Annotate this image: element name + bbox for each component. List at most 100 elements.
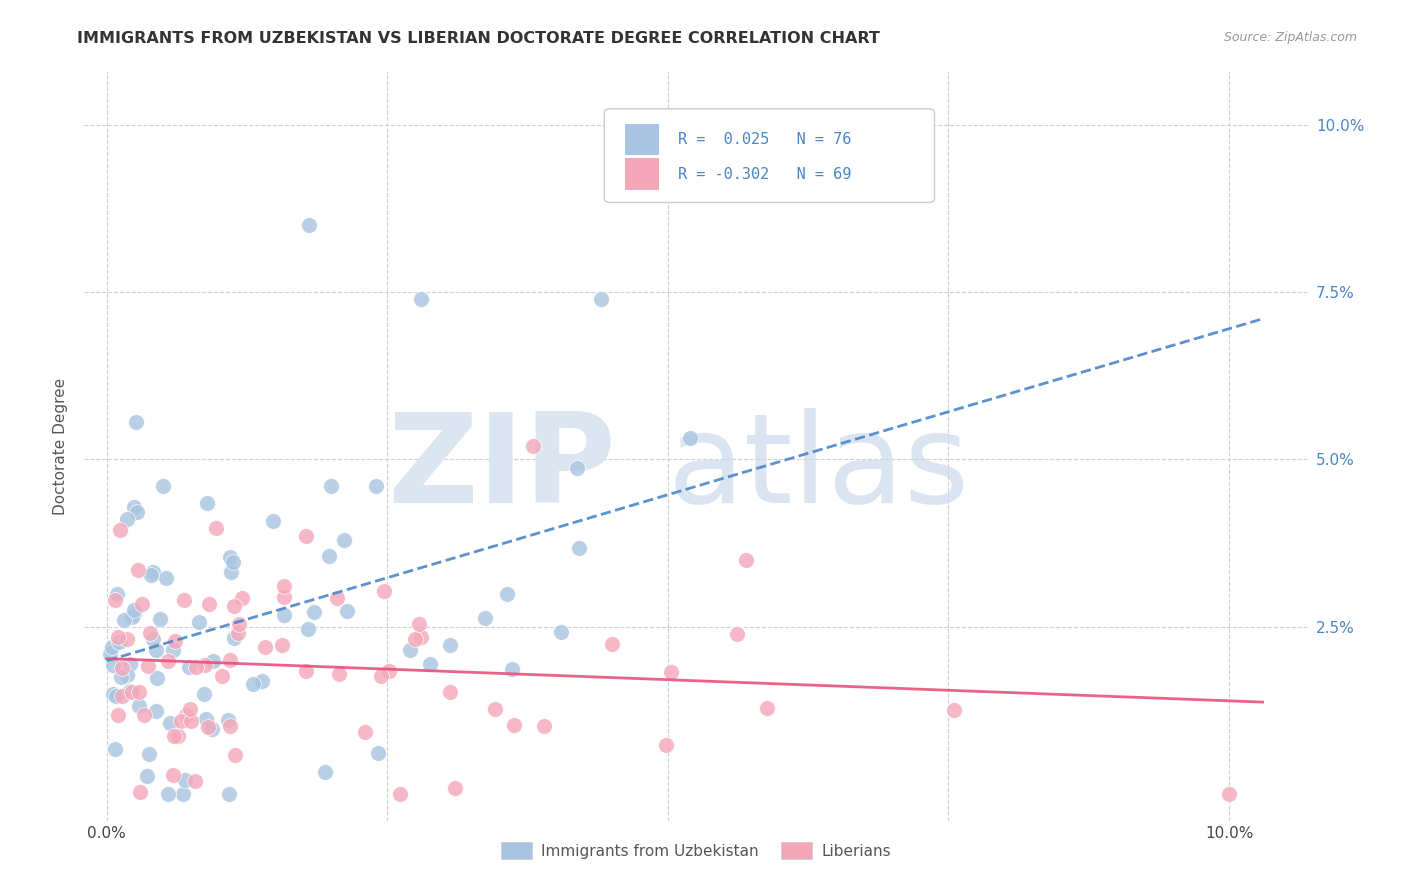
Point (104, 689, 127, 703)
Point (194, 657, 217, 672)
Point (756, 700, 779, 714)
Point (218, 549, 240, 564)
Point (389, 787, 412, 801)
Point (131, 597, 153, 611)
Point (262, 514, 284, 528)
Point (98, 648, 121, 662)
Point (118, 684, 141, 698)
Point (197, 719, 219, 733)
Point (129, 785, 152, 799)
Point (589, 292, 612, 306)
Point (142, 632, 165, 646)
Point (108, 523, 131, 537)
Point (501, 662, 523, 676)
Point (439, 638, 461, 652)
Point (115, 667, 138, 681)
Point (377, 664, 399, 678)
Point (174, 773, 197, 788)
Point (145, 643, 167, 657)
Point (107, 630, 129, 644)
Point (122, 607, 145, 622)
Point (139, 625, 162, 640)
Point (242, 677, 264, 691)
FancyBboxPatch shape (626, 158, 659, 190)
Point (138, 658, 160, 673)
Point (195, 496, 218, 510)
Point (128, 699, 150, 714)
Point (321, 479, 343, 493)
Point (121, 685, 143, 699)
Point (146, 671, 169, 685)
Point (567, 460, 589, 475)
Point (1218, 787, 1240, 801)
Point (117, 512, 139, 526)
Point (273, 579, 295, 593)
Text: R = -0.302   N = 69: R = -0.302 N = 69 (678, 167, 851, 181)
Point (170, 714, 193, 728)
Point (318, 549, 340, 563)
Point (600, 637, 623, 651)
Point (367, 746, 389, 760)
Point (270, 638, 292, 652)
Point (177, 659, 200, 673)
Point (496, 587, 519, 601)
Point (219, 719, 242, 733)
Point (159, 716, 181, 731)
Point (224, 631, 246, 645)
Point (226, 626, 249, 640)
Point (295, 665, 318, 679)
Point (484, 702, 506, 716)
Point (222, 599, 245, 614)
Point (136, 769, 159, 783)
Point (104, 741, 127, 756)
Point (943, 703, 966, 717)
Point (411, 630, 433, 644)
Point (222, 555, 245, 569)
Point (298, 218, 321, 232)
Point (550, 624, 572, 639)
Point (373, 583, 395, 598)
Point (474, 611, 496, 625)
Point (202, 654, 225, 668)
Point (568, 541, 591, 556)
Point (107, 708, 129, 723)
Point (314, 765, 336, 780)
Point (141, 567, 163, 582)
Point (211, 669, 233, 683)
Text: IMMIGRANTS FROM UZBEKISTAN VS LIBERIAN DOCTORATE DEGREE CORRELATION CHART: IMMIGRANTS FROM UZBEKISTAN VS LIBERIAN D… (77, 31, 880, 46)
Point (101, 658, 124, 673)
Point (198, 597, 221, 611)
Point (179, 702, 201, 716)
Point (167, 729, 190, 743)
Point (173, 593, 195, 607)
Point (219, 653, 242, 667)
Point (149, 612, 172, 626)
Point (118, 657, 141, 672)
Point (370, 669, 392, 683)
Point (105, 587, 128, 601)
Point (399, 642, 422, 657)
Point (444, 780, 467, 795)
Point (142, 565, 165, 579)
Point (725, 626, 748, 640)
Point (354, 725, 377, 739)
Point (408, 616, 430, 631)
Point (122, 500, 145, 514)
Point (157, 654, 180, 668)
Point (124, 603, 146, 617)
Point (162, 643, 184, 657)
Point (111, 661, 134, 675)
Point (121, 610, 143, 624)
Point (735, 552, 758, 567)
Point (155, 571, 177, 585)
Point (201, 722, 224, 736)
Point (224, 748, 246, 763)
Point (163, 729, 186, 743)
Text: Source: ZipAtlas.com: Source: ZipAtlas.com (1223, 31, 1357, 45)
Point (145, 704, 167, 718)
Point (328, 666, 350, 681)
Point (439, 685, 461, 699)
Point (522, 439, 544, 453)
Point (273, 607, 295, 622)
Point (104, 592, 127, 607)
